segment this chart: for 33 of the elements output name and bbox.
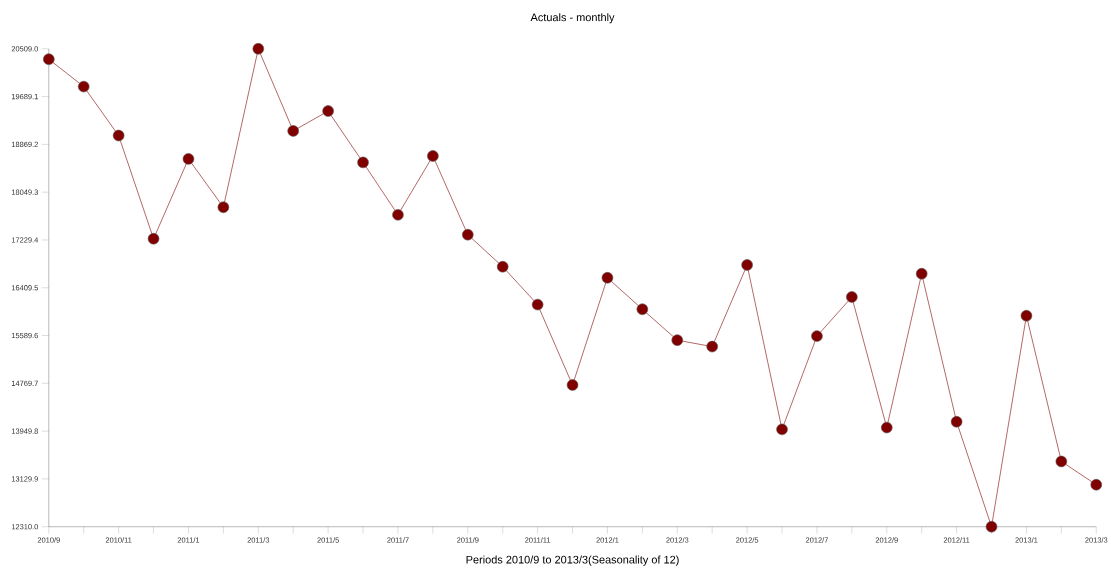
point	[147, 232, 160, 245]
point	[1020, 309, 1033, 322]
point	[392, 208, 404, 221]
point	[287, 124, 299, 137]
point	[531, 298, 544, 311]
point	[252, 42, 265, 55]
point	[601, 271, 614, 284]
point	[462, 228, 474, 241]
point	[427, 149, 439, 162]
point	[217, 201, 230, 213]
point	[776, 423, 788, 435]
chart-title: Actuals - monthly	[530, 12, 615, 24]
point	[636, 303, 649, 315]
point	[880, 421, 893, 434]
point	[357, 156, 369, 168]
point	[741, 258, 753, 271]
point	[1055, 455, 1068, 467]
x-axis-title: Periods 2010/9 to 2013/3(Seasonality of 12)	[466, 555, 679, 566]
point	[915, 267, 928, 280]
point	[1090, 478, 1103, 491]
point	[322, 105, 334, 117]
point	[950, 415, 963, 428]
point	[112, 129, 125, 142]
point	[77, 80, 90, 93]
point	[566, 379, 579, 391]
point	[985, 520, 998, 533]
point	[496, 260, 509, 273]
point	[43, 53, 55, 65]
point	[811, 330, 823, 342]
point	[671, 334, 684, 346]
point	[182, 152, 195, 165]
point	[706, 340, 718, 353]
point	[846, 291, 858, 303]
